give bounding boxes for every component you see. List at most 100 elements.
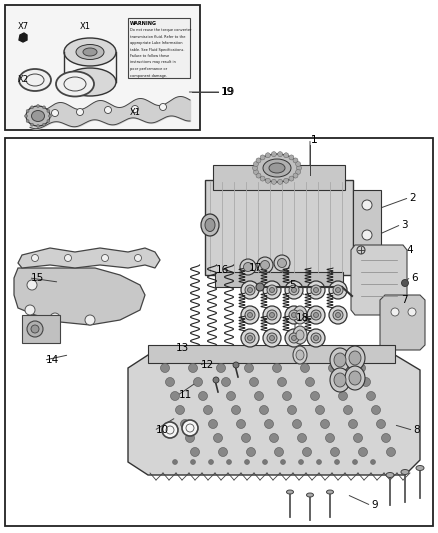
- Circle shape: [333, 377, 343, 386]
- Bar: [5, 5, 200, 130]
- Ellipse shape: [289, 285, 299, 295]
- Ellipse shape: [401, 470, 409, 474]
- Circle shape: [297, 166, 301, 171]
- Ellipse shape: [333, 285, 343, 295]
- Ellipse shape: [296, 350, 304, 360]
- Circle shape: [317, 459, 321, 464]
- Circle shape: [47, 119, 50, 123]
- Ellipse shape: [278, 259, 286, 268]
- Ellipse shape: [292, 312, 297, 318]
- Circle shape: [31, 106, 33, 109]
- Circle shape: [25, 305, 35, 315]
- Ellipse shape: [267, 285, 277, 295]
- Circle shape: [27, 321, 43, 337]
- Ellipse shape: [247, 312, 252, 318]
- Circle shape: [159, 103, 166, 110]
- Circle shape: [31, 325, 39, 333]
- Text: 2: 2: [409, 193, 416, 203]
- Ellipse shape: [257, 257, 273, 273]
- Circle shape: [252, 166, 258, 171]
- Ellipse shape: [311, 310, 321, 320]
- Bar: [215, 272, 343, 287]
- Circle shape: [272, 152, 276, 157]
- Text: X7: X7: [18, 22, 29, 31]
- Ellipse shape: [349, 371, 361, 385]
- Circle shape: [131, 106, 138, 112]
- Ellipse shape: [244, 262, 252, 271]
- Circle shape: [208, 459, 213, 464]
- Ellipse shape: [336, 287, 340, 293]
- Circle shape: [283, 392, 292, 400]
- Circle shape: [233, 362, 239, 368]
- Circle shape: [191, 448, 199, 456]
- Circle shape: [303, 448, 311, 456]
- Ellipse shape: [333, 310, 343, 320]
- Circle shape: [408, 308, 416, 316]
- Ellipse shape: [349, 351, 361, 365]
- Circle shape: [361, 377, 371, 386]
- Text: X2: X2: [18, 75, 29, 84]
- Text: 10: 10: [156, 425, 169, 435]
- Text: 15: 15: [31, 273, 44, 283]
- Bar: [148, 345, 395, 363]
- Ellipse shape: [330, 368, 350, 392]
- Circle shape: [36, 104, 39, 108]
- Circle shape: [293, 158, 298, 163]
- Circle shape: [247, 448, 255, 456]
- Ellipse shape: [269, 163, 285, 173]
- Circle shape: [402, 279, 409, 287]
- Circle shape: [287, 406, 297, 415]
- Text: 18: 18: [296, 313, 309, 323]
- Polygon shape: [19, 33, 27, 42]
- Circle shape: [371, 406, 381, 415]
- Circle shape: [198, 392, 208, 400]
- Text: poor performance or: poor performance or: [130, 67, 167, 71]
- Circle shape: [186, 433, 194, 442]
- Circle shape: [216, 364, 226, 373]
- Circle shape: [134, 254, 141, 262]
- Circle shape: [85, 315, 95, 325]
- Circle shape: [102, 254, 109, 262]
- Circle shape: [105, 107, 112, 114]
- Circle shape: [26, 119, 29, 123]
- Ellipse shape: [307, 281, 325, 299]
- Text: WARNING: WARNING: [130, 21, 157, 26]
- Circle shape: [77, 109, 84, 116]
- Circle shape: [331, 448, 339, 456]
- Circle shape: [362, 230, 372, 240]
- Circle shape: [160, 364, 170, 373]
- Ellipse shape: [241, 306, 259, 324]
- Circle shape: [335, 459, 339, 464]
- Circle shape: [358, 448, 367, 456]
- Ellipse shape: [293, 326, 307, 344]
- Circle shape: [321, 419, 329, 429]
- Ellipse shape: [307, 493, 314, 497]
- Ellipse shape: [64, 77, 86, 91]
- Circle shape: [244, 459, 250, 464]
- Circle shape: [47, 109, 50, 112]
- Ellipse shape: [64, 38, 116, 66]
- Ellipse shape: [241, 329, 259, 347]
- Circle shape: [262, 459, 268, 464]
- Circle shape: [265, 153, 270, 158]
- Circle shape: [391, 308, 399, 316]
- Bar: [213, 165, 345, 190]
- Circle shape: [325, 433, 335, 442]
- Ellipse shape: [314, 287, 318, 293]
- Ellipse shape: [329, 281, 347, 299]
- Circle shape: [357, 364, 365, 373]
- Circle shape: [244, 364, 254, 373]
- Circle shape: [299, 459, 304, 464]
- Circle shape: [296, 169, 300, 174]
- Circle shape: [381, 433, 391, 442]
- Circle shape: [208, 419, 218, 429]
- Circle shape: [241, 433, 251, 442]
- Ellipse shape: [76, 44, 104, 60]
- Circle shape: [219, 448, 227, 456]
- Circle shape: [226, 392, 236, 400]
- Circle shape: [250, 377, 258, 386]
- Circle shape: [367, 392, 375, 400]
- Circle shape: [284, 178, 289, 183]
- Text: 7: 7: [401, 295, 408, 305]
- Circle shape: [296, 161, 300, 166]
